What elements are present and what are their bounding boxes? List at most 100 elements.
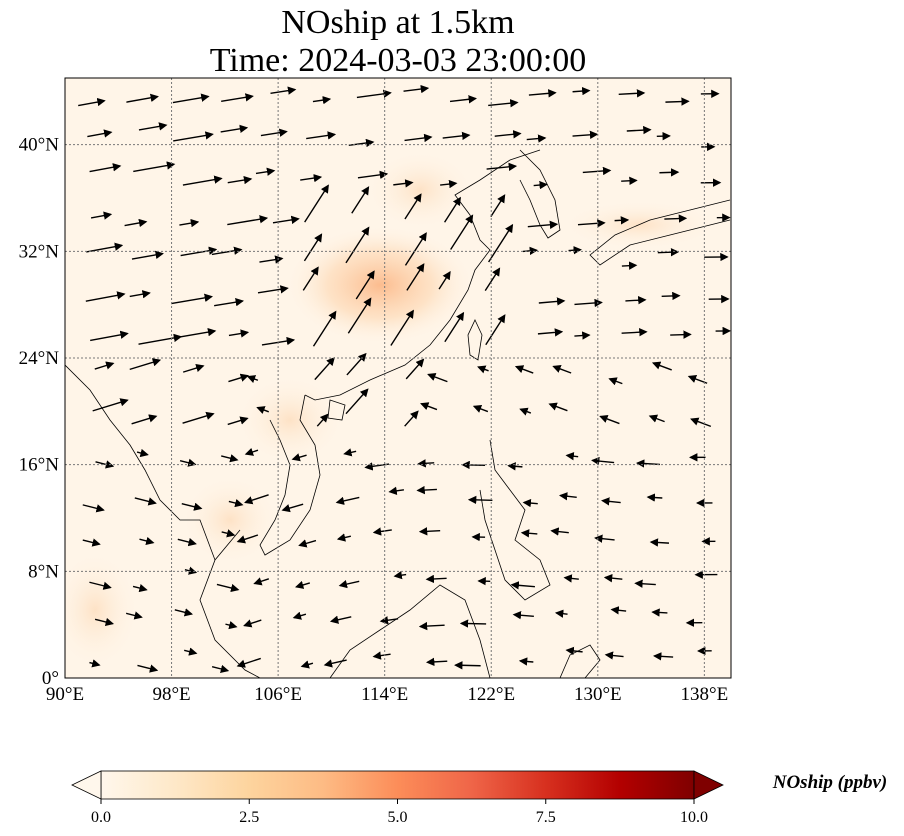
wind-arrow <box>303 233 323 262</box>
colorbar-bar <box>100 770 695 800</box>
wind-arrow <box>133 161 176 173</box>
wind-arrow <box>563 574 579 583</box>
wind-arrow <box>488 223 514 263</box>
wind-arrow <box>257 285 289 294</box>
wind-arrow <box>444 311 465 343</box>
wind-arrow <box>594 534 615 543</box>
wind-arrow <box>626 125 652 135</box>
wind-arrow <box>357 170 389 180</box>
wind-arrow <box>228 498 244 508</box>
wind-arrow <box>558 492 577 501</box>
coast-china <box>304 149 541 401</box>
wind-arrow <box>82 504 105 513</box>
wind-arrow <box>346 352 367 376</box>
wind-arrow <box>227 175 253 185</box>
wind-arrow <box>635 459 660 468</box>
wind-arrow <box>690 417 712 428</box>
x-tick-label: 130°E <box>574 684 622 705</box>
colorbar-tick-label: 5.0 <box>388 809 408 826</box>
wind-arrow <box>467 495 493 505</box>
wind-arrow <box>356 89 392 99</box>
wind-arrow <box>574 331 591 340</box>
wind-arrow <box>182 364 205 373</box>
wind-arrow <box>281 503 304 513</box>
wind-arrow <box>614 216 630 225</box>
wind-arrow <box>514 365 534 374</box>
y-tick-label: 8°N <box>28 561 59 582</box>
wind-arrow <box>131 250 164 260</box>
wind-arrow <box>172 93 210 104</box>
wind-arrow <box>131 414 158 425</box>
wind-arrow <box>179 218 200 228</box>
wind-arrow <box>78 97 106 107</box>
wind-arrow <box>221 93 254 103</box>
wind-arrow <box>393 179 414 188</box>
wind-arrow <box>300 660 314 669</box>
wind-arrow <box>246 375 259 383</box>
wind-arrow <box>139 536 155 546</box>
wind-arrow <box>537 328 564 337</box>
wind-arrow <box>486 162 518 172</box>
wind-arrow <box>179 458 197 467</box>
plume-north-china <box>365 150 475 230</box>
wind-arrow <box>443 196 461 223</box>
wind-arrow <box>312 95 332 105</box>
wind-arrow <box>138 122 168 131</box>
wind-arrow <box>610 606 627 615</box>
colorbar-extend-low <box>71 770 102 800</box>
wind-arrow <box>244 494 269 505</box>
wind-arrow <box>255 167 276 176</box>
wind-arrow <box>228 329 250 338</box>
coast-thailand <box>199 529 261 678</box>
wind-arrow <box>86 242 124 253</box>
wind-arrow <box>603 573 623 583</box>
wind-arrow <box>295 580 311 589</box>
wind-arrow <box>520 529 538 538</box>
wind-arrow <box>94 617 115 627</box>
coast-philippines <box>479 439 551 601</box>
wind-arrow <box>582 166 612 176</box>
title-line-1: NOship at 1.5km <box>281 4 515 41</box>
wind-arrow <box>670 330 692 339</box>
wind-arrow <box>300 173 323 183</box>
wind-arrow <box>522 498 538 508</box>
wind-arrow <box>125 611 143 620</box>
coast-japan <box>589 199 731 266</box>
wind-arrow <box>661 291 681 301</box>
wind-arrow <box>256 406 270 414</box>
wind-arrow <box>528 89 557 98</box>
wind-arrow <box>507 462 523 471</box>
y-axis-ticks: 0° 8°N 16°N 24°N 32°N 40°N <box>19 135 60 689</box>
wind-arrow <box>417 459 435 468</box>
wind-arrow <box>211 246 243 256</box>
wind-arrow <box>591 456 615 466</box>
wind-arrow <box>552 364 572 374</box>
wind-arrow <box>440 179 458 189</box>
wind-arrow <box>554 609 568 618</box>
x-tick-label: 122°E <box>467 684 515 705</box>
wind-arrow <box>225 621 238 630</box>
wind-arrow <box>577 219 606 228</box>
wind-arrow <box>260 128 288 137</box>
wind-arrow <box>221 454 239 463</box>
y-tick-label: 24°N <box>19 348 60 369</box>
wind-arrow <box>379 616 399 625</box>
wind-vectors <box>78 84 731 673</box>
title-line-2: Time: 2024-03-03 23:00:00 <box>209 42 587 79</box>
wind-arrow <box>211 664 230 673</box>
wind-arrow <box>171 293 213 305</box>
colorbar-tick-label: 0.0 <box>91 809 111 826</box>
wind-arrow <box>599 414 620 425</box>
wind-arrow <box>404 410 419 427</box>
wind-arrow <box>550 527 569 536</box>
wind-arrow <box>485 314 506 346</box>
wind-arrow <box>351 186 370 214</box>
map-title: NOship at 1.5km Time: 2024-03-03 23:00:0… <box>65 4 731 80</box>
wind-arrow <box>236 657 261 668</box>
wind-arrow <box>314 356 335 381</box>
wind-arrow <box>512 611 534 620</box>
x-tick-label: 106°E <box>254 684 302 705</box>
wind-arrow <box>312 310 337 347</box>
wind-arrow <box>183 647 198 656</box>
